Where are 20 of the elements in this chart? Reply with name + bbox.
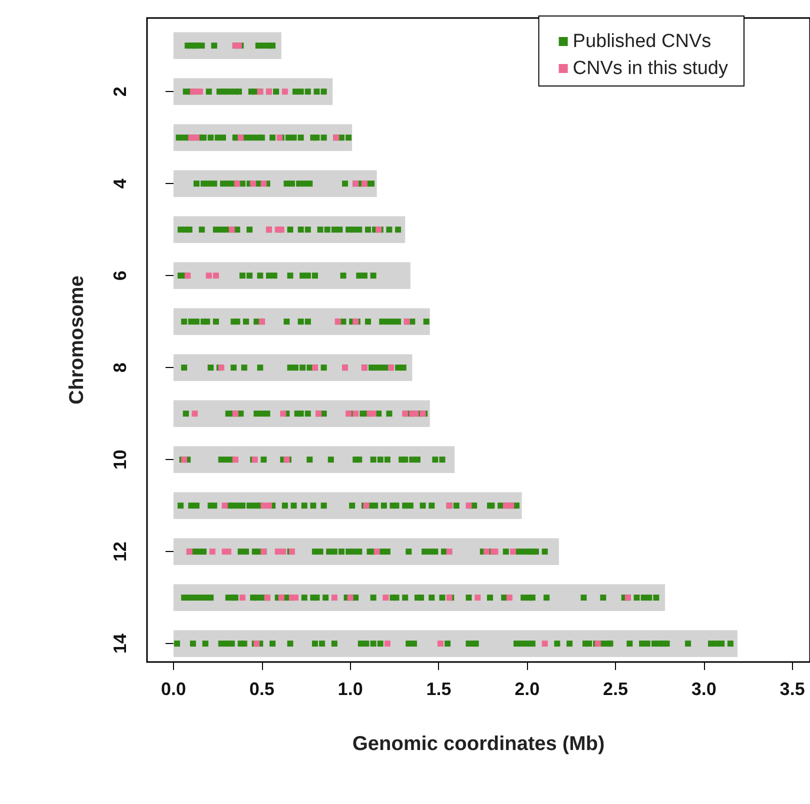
y-axis-title: Chromosome xyxy=(66,276,88,404)
y-tick-label: 10 xyxy=(110,450,130,470)
x-tick-label: 3.5 xyxy=(780,679,805,699)
x-tick-label: 1.0 xyxy=(338,679,363,699)
x-tick-label: 0.5 xyxy=(249,679,274,699)
x-tick-label: 0.0 xyxy=(161,679,186,699)
legend-label: Published CNVs xyxy=(572,31,712,52)
x-tick-label: 2.0 xyxy=(514,679,540,699)
y-tick-label: 12 xyxy=(110,542,130,562)
legend-label: CNVs in this study xyxy=(572,58,728,79)
x-tick-label: 3.0 xyxy=(691,679,716,699)
y-tick-label: 4 xyxy=(110,178,130,189)
y-tick-label: 2 xyxy=(110,86,130,97)
y-tick-label: 6 xyxy=(110,270,130,281)
y-tick-label: 8 xyxy=(110,362,130,373)
x-tick-label: 2.5 xyxy=(603,679,628,699)
bar xyxy=(174,262,410,289)
x-axis-title: Genomic coordinates (Mb) xyxy=(352,733,605,755)
y-tick-label: 14 xyxy=(110,634,130,654)
x-tick-label: 1.5 xyxy=(426,679,452,699)
